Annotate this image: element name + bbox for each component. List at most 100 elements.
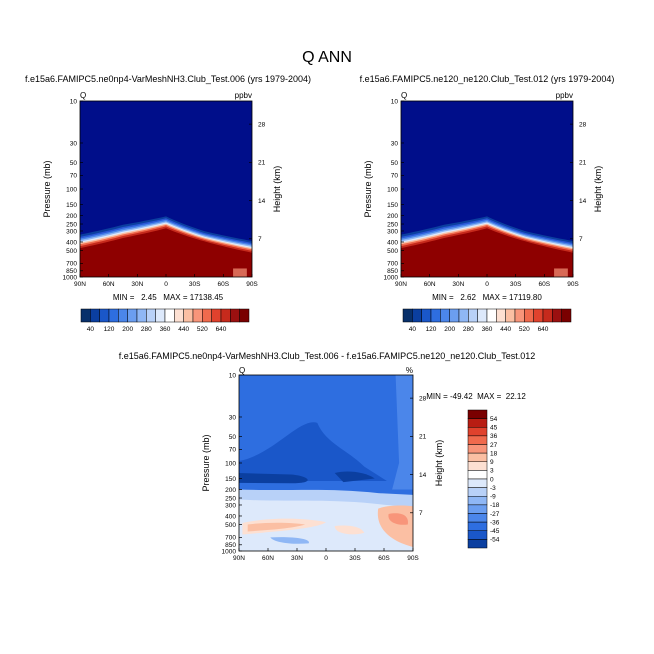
colorbar-label: 440 — [500, 326, 511, 333]
y-tick-label: 100 — [66, 186, 77, 193]
colorbar-swatch — [458, 308, 469, 323]
colorbar-swatch — [524, 308, 534, 323]
colorbar-swatch — [467, 409, 488, 419]
y-tick-label: 30 — [229, 414, 237, 421]
y-tick-label: 30 — [70, 140, 78, 147]
colorbar-swatch — [239, 308, 250, 323]
x-tick-label: 60N — [424, 281, 436, 288]
colorbar-swatch — [552, 308, 562, 323]
colorbar-swatch — [467, 496, 488, 506]
colorbar-swatch — [440, 308, 450, 323]
colorbar-label: -36 — [490, 519, 500, 526]
colorbar-swatch — [467, 478, 488, 488]
y-tick-label: 150 — [387, 202, 398, 209]
colorbar-swatch — [542, 308, 553, 323]
panel-diff-ylabel: Pressure (mb) — [201, 434, 211, 491]
colorbar-label: 18 — [490, 450, 498, 457]
panel-left-field — [80, 101, 252, 277]
colorbar-swatch — [127, 308, 138, 323]
y-tick-label: 500 — [225, 522, 236, 529]
y-tick-label: 400 — [225, 513, 236, 520]
colorbar-swatch — [146, 308, 156, 323]
colorbar-swatch — [467, 461, 488, 471]
colorbar-label: 3 — [490, 468, 494, 475]
panel-right-field — [401, 101, 573, 277]
panel-right-variable-label: Q — [401, 91, 407, 100]
colorbar-swatch — [412, 308, 422, 323]
colorbar-label: 440 — [178, 326, 189, 333]
y-right-tick-label: 14 — [579, 198, 587, 205]
panel-right-ylabel-right: Height (km) — [593, 166, 603, 213]
panel-diff-units-label: % — [406, 366, 413, 375]
panel-left-ylabel: Pressure (mb) — [42, 160, 52, 217]
colorbar-label: 27 — [490, 442, 498, 449]
colorbar-swatch — [192, 308, 203, 323]
panel-left-ticks: 90N 60N 30N 0 30S 60S 90S 10 30 50 70 100 150 2002503… — [63, 98, 266, 288]
colorbar-swatch — [155, 308, 166, 323]
colorbar-swatch — [174, 308, 184, 323]
colorbar-label: -3 — [490, 485, 496, 492]
x-tick-label: 90N — [233, 555, 245, 562]
x-tick-label: 90S — [567, 281, 579, 288]
colorbar-swatch — [561, 308, 572, 323]
colorbar-swatch — [468, 308, 478, 323]
field-region — [388, 513, 408, 525]
colorbar-label: 54 — [490, 416, 498, 423]
x-tick-label: 30S — [349, 555, 361, 562]
colorbar-swatch — [230, 308, 240, 323]
x-tick-label: 0 — [324, 555, 328, 562]
y-right-tick-label: 7 — [419, 510, 423, 517]
panel-diff-ylabel-right: Height (km) — [434, 440, 444, 487]
y-tick-label: 70 — [391, 173, 399, 180]
x-tick-label: 30N — [452, 281, 464, 288]
y-tick-label: 1000 — [384, 274, 399, 281]
colorbar-label: 40 — [409, 326, 417, 333]
panel-diff-field — [239, 375, 413, 551]
colorbar-swatch — [467, 470, 488, 480]
colorbar-swatch — [467, 487, 488, 497]
panel-diff-ticks: 90N 60N 30N 0 30S 60S 90S 10 30 50 70 100 150 2002503… — [222, 372, 427, 562]
y-tick-label: 70 — [229, 447, 237, 454]
colorbar-swatch — [467, 452, 488, 462]
y-tick-label: 50 — [391, 160, 399, 167]
y-tick-label: 400 — [387, 239, 398, 246]
colorbar-label: 200 — [122, 326, 133, 333]
y-right-tick-label: 21 — [419, 434, 427, 441]
colorbar-swatch — [108, 308, 119, 323]
field-region — [270, 537, 309, 544]
colorbar-label: 36 — [490, 433, 498, 440]
colorbar-swatch — [496, 308, 506, 323]
colorbar-label: 120 — [104, 326, 115, 333]
y-right-tick-label: 7 — [579, 236, 583, 243]
y-tick-label: 850 — [225, 542, 236, 549]
colorbar-label: -27 — [490, 511, 500, 518]
x-tick-label: 0 — [164, 281, 168, 288]
panel-left-ylabel-right: Height (km) — [272, 166, 282, 213]
field-band — [401, 228, 573, 277]
colorbar-label: -18 — [490, 502, 500, 509]
colorbar-label: 200 — [444, 326, 455, 333]
colorbar-label: 640 — [216, 326, 227, 333]
panel-left-units-label: ppbv — [235, 91, 252, 100]
colorbar-label: 640 — [538, 326, 549, 333]
field-region — [334, 525, 365, 535]
panel-diff: f.e15a6.FAMIPC5.ne0np4-VarMeshNH3.Club_T… — [119, 351, 536, 562]
x-tick-label: 30N — [131, 281, 143, 288]
panel-right-title: f.e15a6.FAMIPC5.ne120_ne120.Club_Test.01… — [360, 74, 615, 84]
y-tick-label: 100 — [225, 460, 236, 467]
x-tick-label: 90S — [246, 281, 258, 288]
colorbar-swatch — [467, 539, 488, 549]
x-tick-label: 60N — [103, 281, 115, 288]
y-right-tick-label: 14 — [258, 198, 266, 205]
colorbar-label: -45 — [490, 528, 500, 535]
y-tick-label: 400 — [66, 239, 77, 246]
x-tick-label: 60N — [262, 555, 274, 562]
y-tick-label: 30 — [391, 140, 399, 147]
colorbar-swatch — [183, 308, 194, 323]
colorbar-label: 280 — [141, 326, 152, 333]
y-tick-label: 10 — [391, 98, 399, 105]
colorbar-swatch — [211, 308, 222, 323]
field-region — [239, 422, 387, 481]
x-tick-label: 90N — [395, 281, 407, 288]
